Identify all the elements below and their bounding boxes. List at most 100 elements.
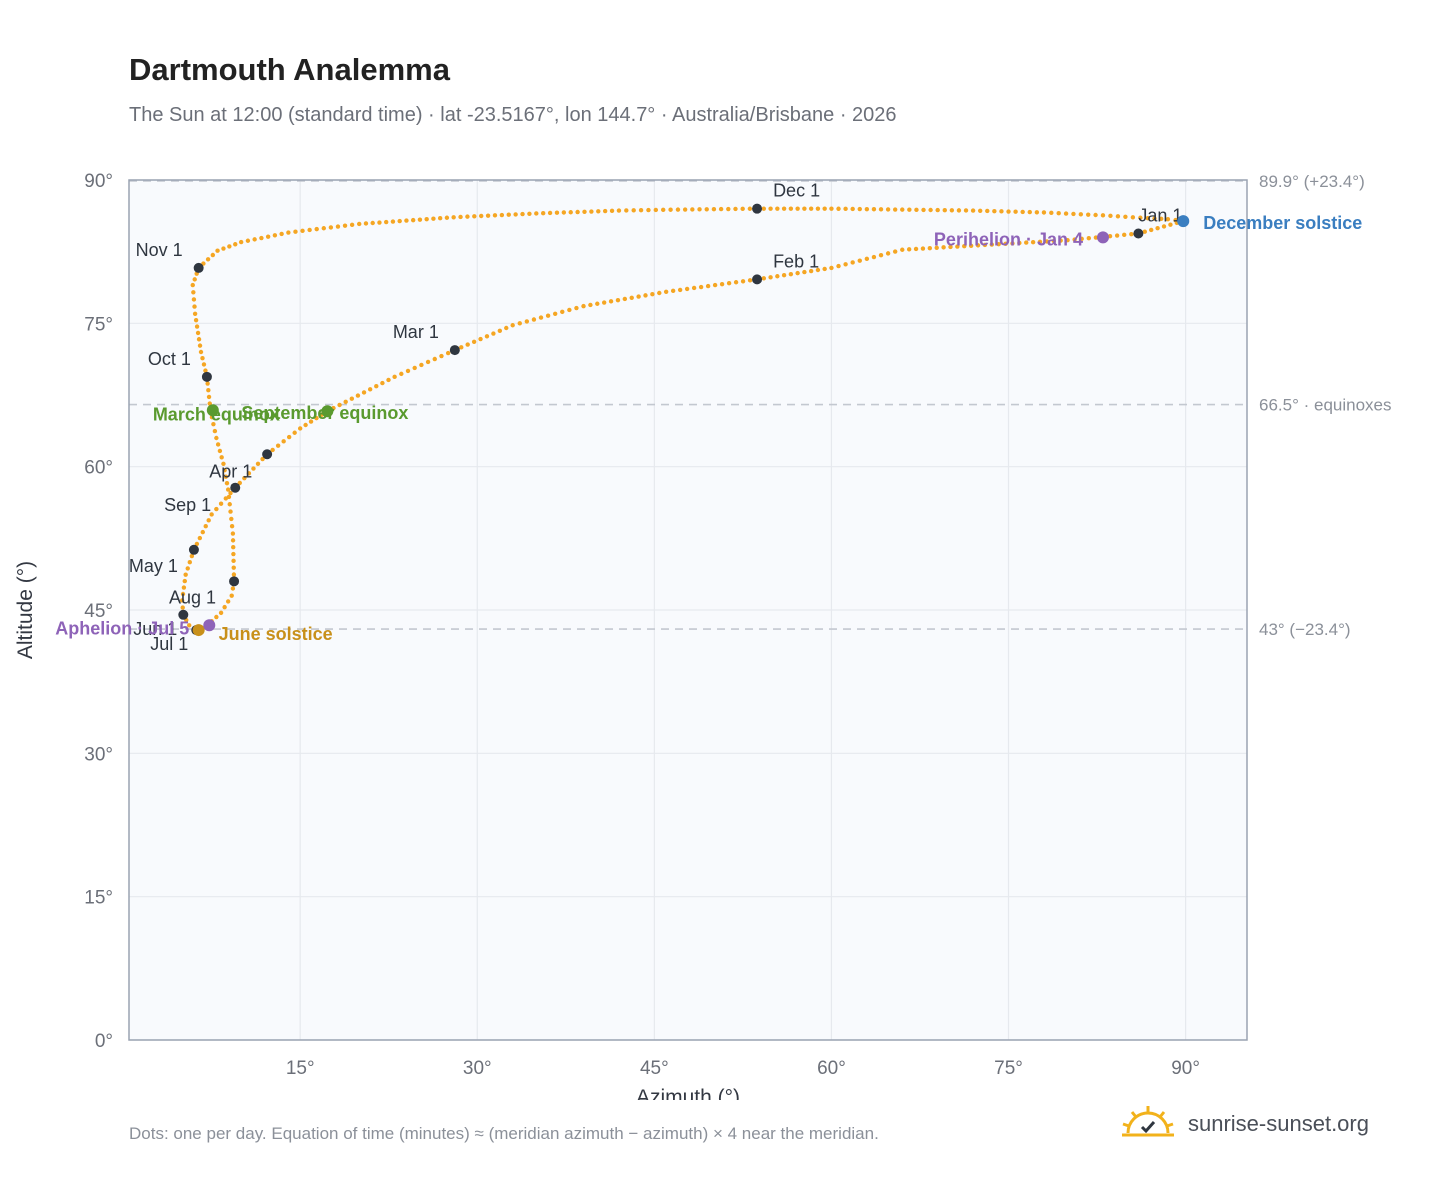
y-axis-label: Altitude (°) [14, 561, 37, 659]
daily-dot [189, 553, 195, 559]
x-axis-ticks: 15° 30° 45° 60° 75° 90° [286, 1058, 1200, 1079]
month-marker-label: Dec 1 [773, 181, 820, 201]
daily-dot [181, 585, 187, 590]
event-marker [321, 405, 334, 418]
daily-dot [726, 281, 732, 286]
daily-dot [367, 387, 373, 392]
daily-dot [1168, 222, 1173, 227]
daily-dot [698, 284, 704, 290]
chart-title: Dartmouth Analemma [129, 52, 450, 87]
daily-dot [646, 207, 651, 213]
daily-dot [355, 393, 361, 398]
daily-dot [914, 207, 919, 213]
daily-dot [1086, 212, 1091, 217]
month-marker [262, 449, 273, 460]
daily-dot [829, 206, 834, 211]
daily-dot [733, 206, 738, 212]
daily-dot [465, 214, 470, 219]
y-tick-label: 90° [84, 171, 113, 192]
daily-dot [210, 252, 216, 258]
daily-dot [616, 208, 622, 213]
y-tick-label: 60° [84, 458, 113, 479]
daily-dot [1129, 231, 1134, 237]
daily-dot [857, 206, 862, 212]
daily-dot [471, 339, 477, 345]
daily-dot [1003, 241, 1008, 246]
daily-dot [218, 610, 224, 616]
daily-dot [985, 208, 990, 214]
daily-dot [214, 506, 219, 512]
daily-dot [225, 487, 231, 492]
month-marker [1133, 228, 1144, 239]
month-marker [193, 262, 204, 273]
daily-dot [410, 217, 416, 223]
daily-dot [1152, 216, 1157, 221]
daily-dot [303, 422, 308, 428]
daily-dot [211, 421, 216, 427]
daily-dot [657, 290, 662, 296]
daily-dot [392, 374, 397, 380]
event-label: December solstice [1203, 213, 1362, 233]
daily-dot [198, 349, 204, 355]
daily-dot [850, 260, 855, 265]
daily-dot [499, 212, 505, 218]
daily-dot [1114, 233, 1120, 238]
reference-line-label: 89.9° (+23.4°) [1259, 172, 1365, 191]
daily-dot [574, 305, 579, 311]
daily-dot [197, 535, 203, 541]
daily-dot [955, 244, 960, 249]
daily-dot [203, 524, 208, 529]
daily-dot [775, 274, 780, 279]
daily-dot [968, 243, 974, 248]
month-marker-label: Nov 1 [136, 240, 183, 260]
month-marker [752, 203, 763, 214]
daily-dot [560, 309, 565, 315]
daily-dot [492, 213, 498, 218]
event-label: Perihelion · Jan 4 [934, 229, 1083, 249]
daily-dot [196, 337, 202, 342]
daily-dot [527, 211, 532, 216]
daily-dot [237, 480, 243, 486]
daily-dot [712, 282, 718, 288]
brand-logo[interactable]: sunrise-sunset.org [1120, 1102, 1369, 1146]
daily-dot [1165, 216, 1171, 222]
daily-dot [1142, 229, 1147, 234]
daily-dot [934, 245, 939, 250]
daily-dot [215, 442, 221, 447]
month-marker-label: May 1 [129, 556, 178, 576]
daily-dot [472, 214, 477, 219]
daily-dot [390, 219, 396, 224]
daily-dot [491, 331, 496, 336]
daily-dot [425, 359, 431, 365]
daily-dot [768, 206, 773, 211]
daily-dot [1138, 215, 1143, 220]
daily-dot [524, 319, 530, 324]
daily-dot [547, 210, 553, 216]
daily-dot [1044, 239, 1050, 244]
daily-dot [843, 262, 848, 267]
daily-dot [445, 350, 451, 356]
daily-dot [949, 208, 955, 213]
daily-dot [963, 208, 969, 213]
daily-dot [740, 206, 745, 212]
daily-dot [238, 239, 244, 245]
daily-dot [795, 270, 800, 276]
daily-dot [928, 207, 933, 213]
daily-dot [275, 443, 281, 448]
daily-dot [337, 402, 342, 408]
daily-dot [970, 208, 976, 213]
daily-dot [1122, 232, 1127, 238]
daily-dot [200, 529, 205, 535]
daily-dot [227, 244, 232, 249]
daily-dot [459, 345, 464, 350]
daily-dot [203, 368, 208, 373]
brand-name[interactable]: sunrise-sunset.org [1188, 1111, 1369, 1136]
daily-dot [218, 501, 224, 506]
daily-dot [478, 336, 483, 342]
daily-dot [252, 237, 257, 242]
daily-dot [1161, 224, 1167, 229]
daily-dot [191, 297, 197, 302]
daily-dot [292, 430, 297, 435]
daily-dot [636, 294, 641, 299]
daily-dot [1041, 210, 1047, 215]
